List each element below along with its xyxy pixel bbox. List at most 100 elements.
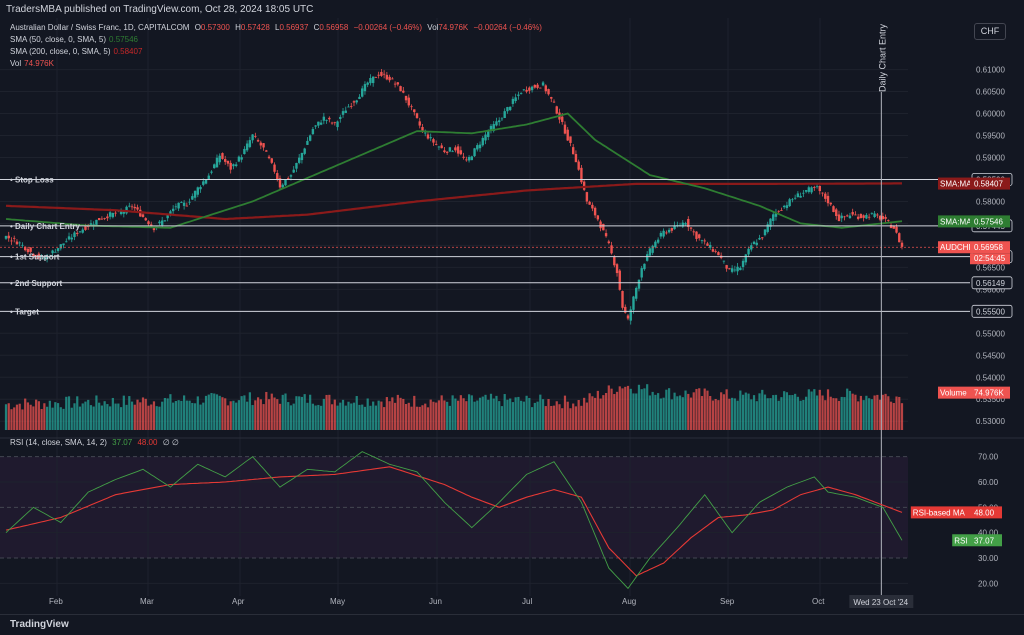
candle-body xyxy=(128,205,131,207)
volume-bar xyxy=(678,395,682,430)
countdown-value: 02:54:45 xyxy=(974,254,1006,263)
candle-body xyxy=(163,220,167,222)
tradingview-logo[interactable]: TradingView xyxy=(10,619,69,630)
candle-body xyxy=(465,159,468,161)
candle-body xyxy=(191,196,194,200)
volume-bar xyxy=(158,406,161,430)
volume-bar xyxy=(270,393,273,430)
volume-bar xyxy=(235,402,238,430)
volume-bar xyxy=(659,398,662,430)
volume-bar xyxy=(558,404,561,430)
volume-bar xyxy=(572,403,575,430)
volume-bar xyxy=(89,405,93,430)
volume-bar xyxy=(585,402,588,430)
volume-bar xyxy=(429,399,432,430)
volume-bar xyxy=(103,401,106,430)
candle-body xyxy=(602,223,605,231)
open-label: O xyxy=(194,23,201,32)
y-tick-label: 0.55000 xyxy=(976,329,1005,338)
candle-body xyxy=(393,83,397,85)
volume-bar xyxy=(448,405,451,430)
candle-body xyxy=(596,215,600,220)
candle-body xyxy=(632,296,635,310)
candle-body xyxy=(276,173,279,180)
currency-button[interactable]: CHF xyxy=(974,23,1006,40)
volume-bar xyxy=(481,396,484,430)
volume-bar xyxy=(393,402,397,430)
candle-body xyxy=(470,156,474,161)
volume-bar xyxy=(161,401,164,430)
candle-body xyxy=(508,106,512,111)
volume-bar xyxy=(451,395,454,430)
candle-body xyxy=(884,216,887,219)
candle-body xyxy=(232,164,235,167)
volume-bar xyxy=(517,396,520,430)
volume-bar xyxy=(506,399,509,430)
candle-body xyxy=(111,212,115,218)
candle-body xyxy=(78,231,82,233)
candle-body xyxy=(152,226,156,231)
y-tick-label: 0.53000 xyxy=(976,417,1005,426)
candle-body xyxy=(815,186,819,188)
volume-bar xyxy=(676,396,679,430)
candle-body xyxy=(856,216,860,219)
rsi-tick-label: 70.00 xyxy=(978,453,999,462)
volume-bar xyxy=(174,401,177,430)
volume-bar xyxy=(857,401,860,430)
volume-bar xyxy=(813,389,816,430)
candle-body xyxy=(484,134,487,141)
volume-bar xyxy=(739,390,742,430)
volume-bar xyxy=(125,404,128,430)
candle-body xyxy=(498,120,501,123)
candle-body xyxy=(18,242,21,244)
indicator-tag-label-bg xyxy=(938,177,970,190)
candle-body xyxy=(174,206,178,208)
candle-body xyxy=(774,212,778,217)
volume-bar xyxy=(100,405,104,430)
indicator-tag-value-bg xyxy=(970,177,1010,190)
candle-body xyxy=(588,201,591,205)
volume-bar xyxy=(457,400,460,430)
volume-bar xyxy=(654,394,657,430)
indicator-tag-value: 0.58407 xyxy=(974,180,1003,189)
sma50-label: SMA (50, close, 0, SMA, 5) xyxy=(10,35,107,44)
volume-bar xyxy=(10,409,13,430)
sma50-line xyxy=(5,112,903,229)
vol-change: −0.00264 (−0.46%) xyxy=(473,23,542,32)
candle-body xyxy=(51,250,54,254)
volume-bar xyxy=(470,395,473,430)
candle-body xyxy=(717,252,720,256)
volume-bar xyxy=(361,404,364,430)
candle-body xyxy=(122,211,126,214)
candle-body xyxy=(777,210,780,212)
volume-bar xyxy=(583,397,586,430)
volume-bar xyxy=(895,396,898,430)
rsi-tick-label: 60.00 xyxy=(978,478,999,487)
volume-bar xyxy=(667,388,671,430)
volume-bar xyxy=(43,403,46,430)
candle-body xyxy=(251,134,254,141)
candle-body xyxy=(747,248,750,255)
candle-body xyxy=(889,225,893,229)
candle-body xyxy=(213,164,216,169)
candle-body xyxy=(665,232,668,234)
volume-bar xyxy=(591,396,594,430)
volume-bar xyxy=(898,396,901,430)
candle-body xyxy=(804,190,808,192)
volume-bar xyxy=(774,394,778,430)
candle-body xyxy=(415,113,419,118)
volume-bar xyxy=(54,402,57,430)
volume-bar xyxy=(607,385,610,430)
candle-body xyxy=(243,148,246,155)
candle-body xyxy=(130,206,134,208)
candle-body xyxy=(878,216,882,220)
candle-body xyxy=(62,243,65,246)
volume-bar xyxy=(577,400,580,430)
volume-bar xyxy=(599,398,602,430)
volume-bar xyxy=(780,397,783,430)
volume-bar xyxy=(670,399,673,430)
candle-body xyxy=(692,231,695,233)
candle-body xyxy=(144,218,147,221)
volume-bar xyxy=(415,406,419,430)
